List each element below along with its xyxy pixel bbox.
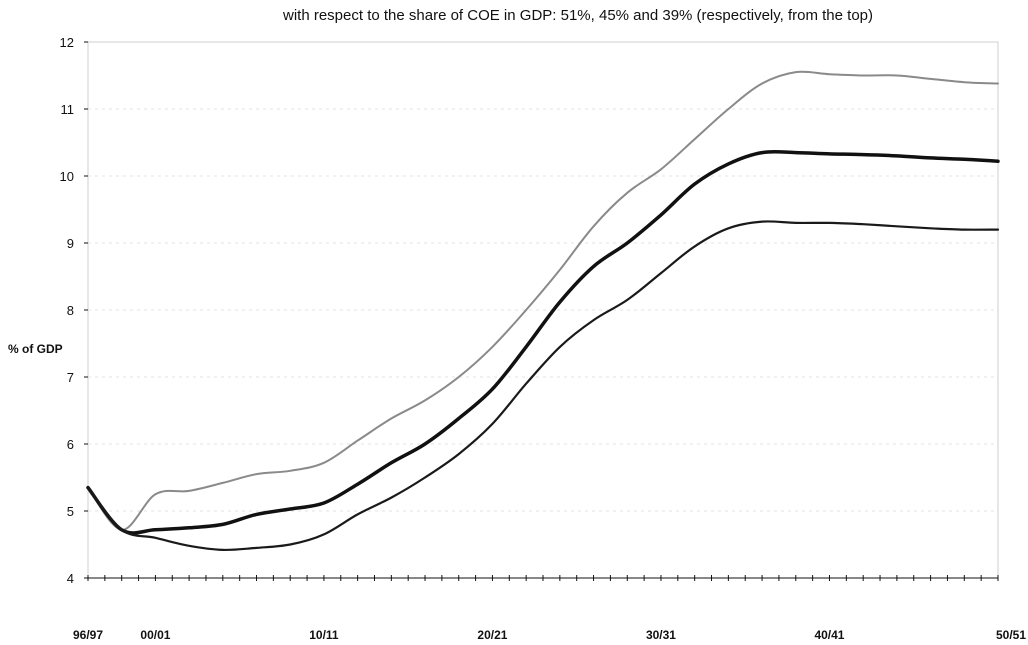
y-tick-label: 10 <box>60 169 74 184</box>
chart-title: with respect to the share of COE in GDP:… <box>282 7 873 24</box>
x-tick-label: 50/51 <box>996 628 1026 642</box>
y-axis-ticks: 4 5 6 7 8 9 10 11 12 <box>60 35 88 586</box>
series-line-1 <box>87 70 999 531</box>
y-tick-label: 4 <box>67 571 74 586</box>
y-tick-label: 12 <box>60 35 74 50</box>
y-tick-label: 6 <box>67 437 74 452</box>
series-lines <box>86 70 1000 552</box>
x-tick-label: 96/97 <box>73 628 103 642</box>
gridlines <box>88 108 998 512</box>
series-line-3 <box>86 220 1000 552</box>
x-axis-ticks: 96/97 00/01 10/11 20/21 30/31 40/41 50/51 <box>73 575 1026 642</box>
x-tick-label: 40/41 <box>814 628 844 642</box>
y-tick-label: 8 <box>67 303 74 318</box>
y-tick-label: 11 <box>61 102 75 117</box>
y-tick-label: 5 <box>67 504 74 519</box>
y-axis-label: % of GDP <box>8 342 63 356</box>
x-tick-label: 00/01 <box>140 628 170 642</box>
x-tick-label: 20/21 <box>477 628 507 642</box>
series-line-2 <box>86 149 1000 535</box>
y-tick-label: 7 <box>67 370 74 385</box>
y-tick-label: 9 <box>67 236 74 251</box>
x-tick-label: 30/31 <box>646 628 676 642</box>
x-tick-label: 10/11 <box>309 628 339 642</box>
